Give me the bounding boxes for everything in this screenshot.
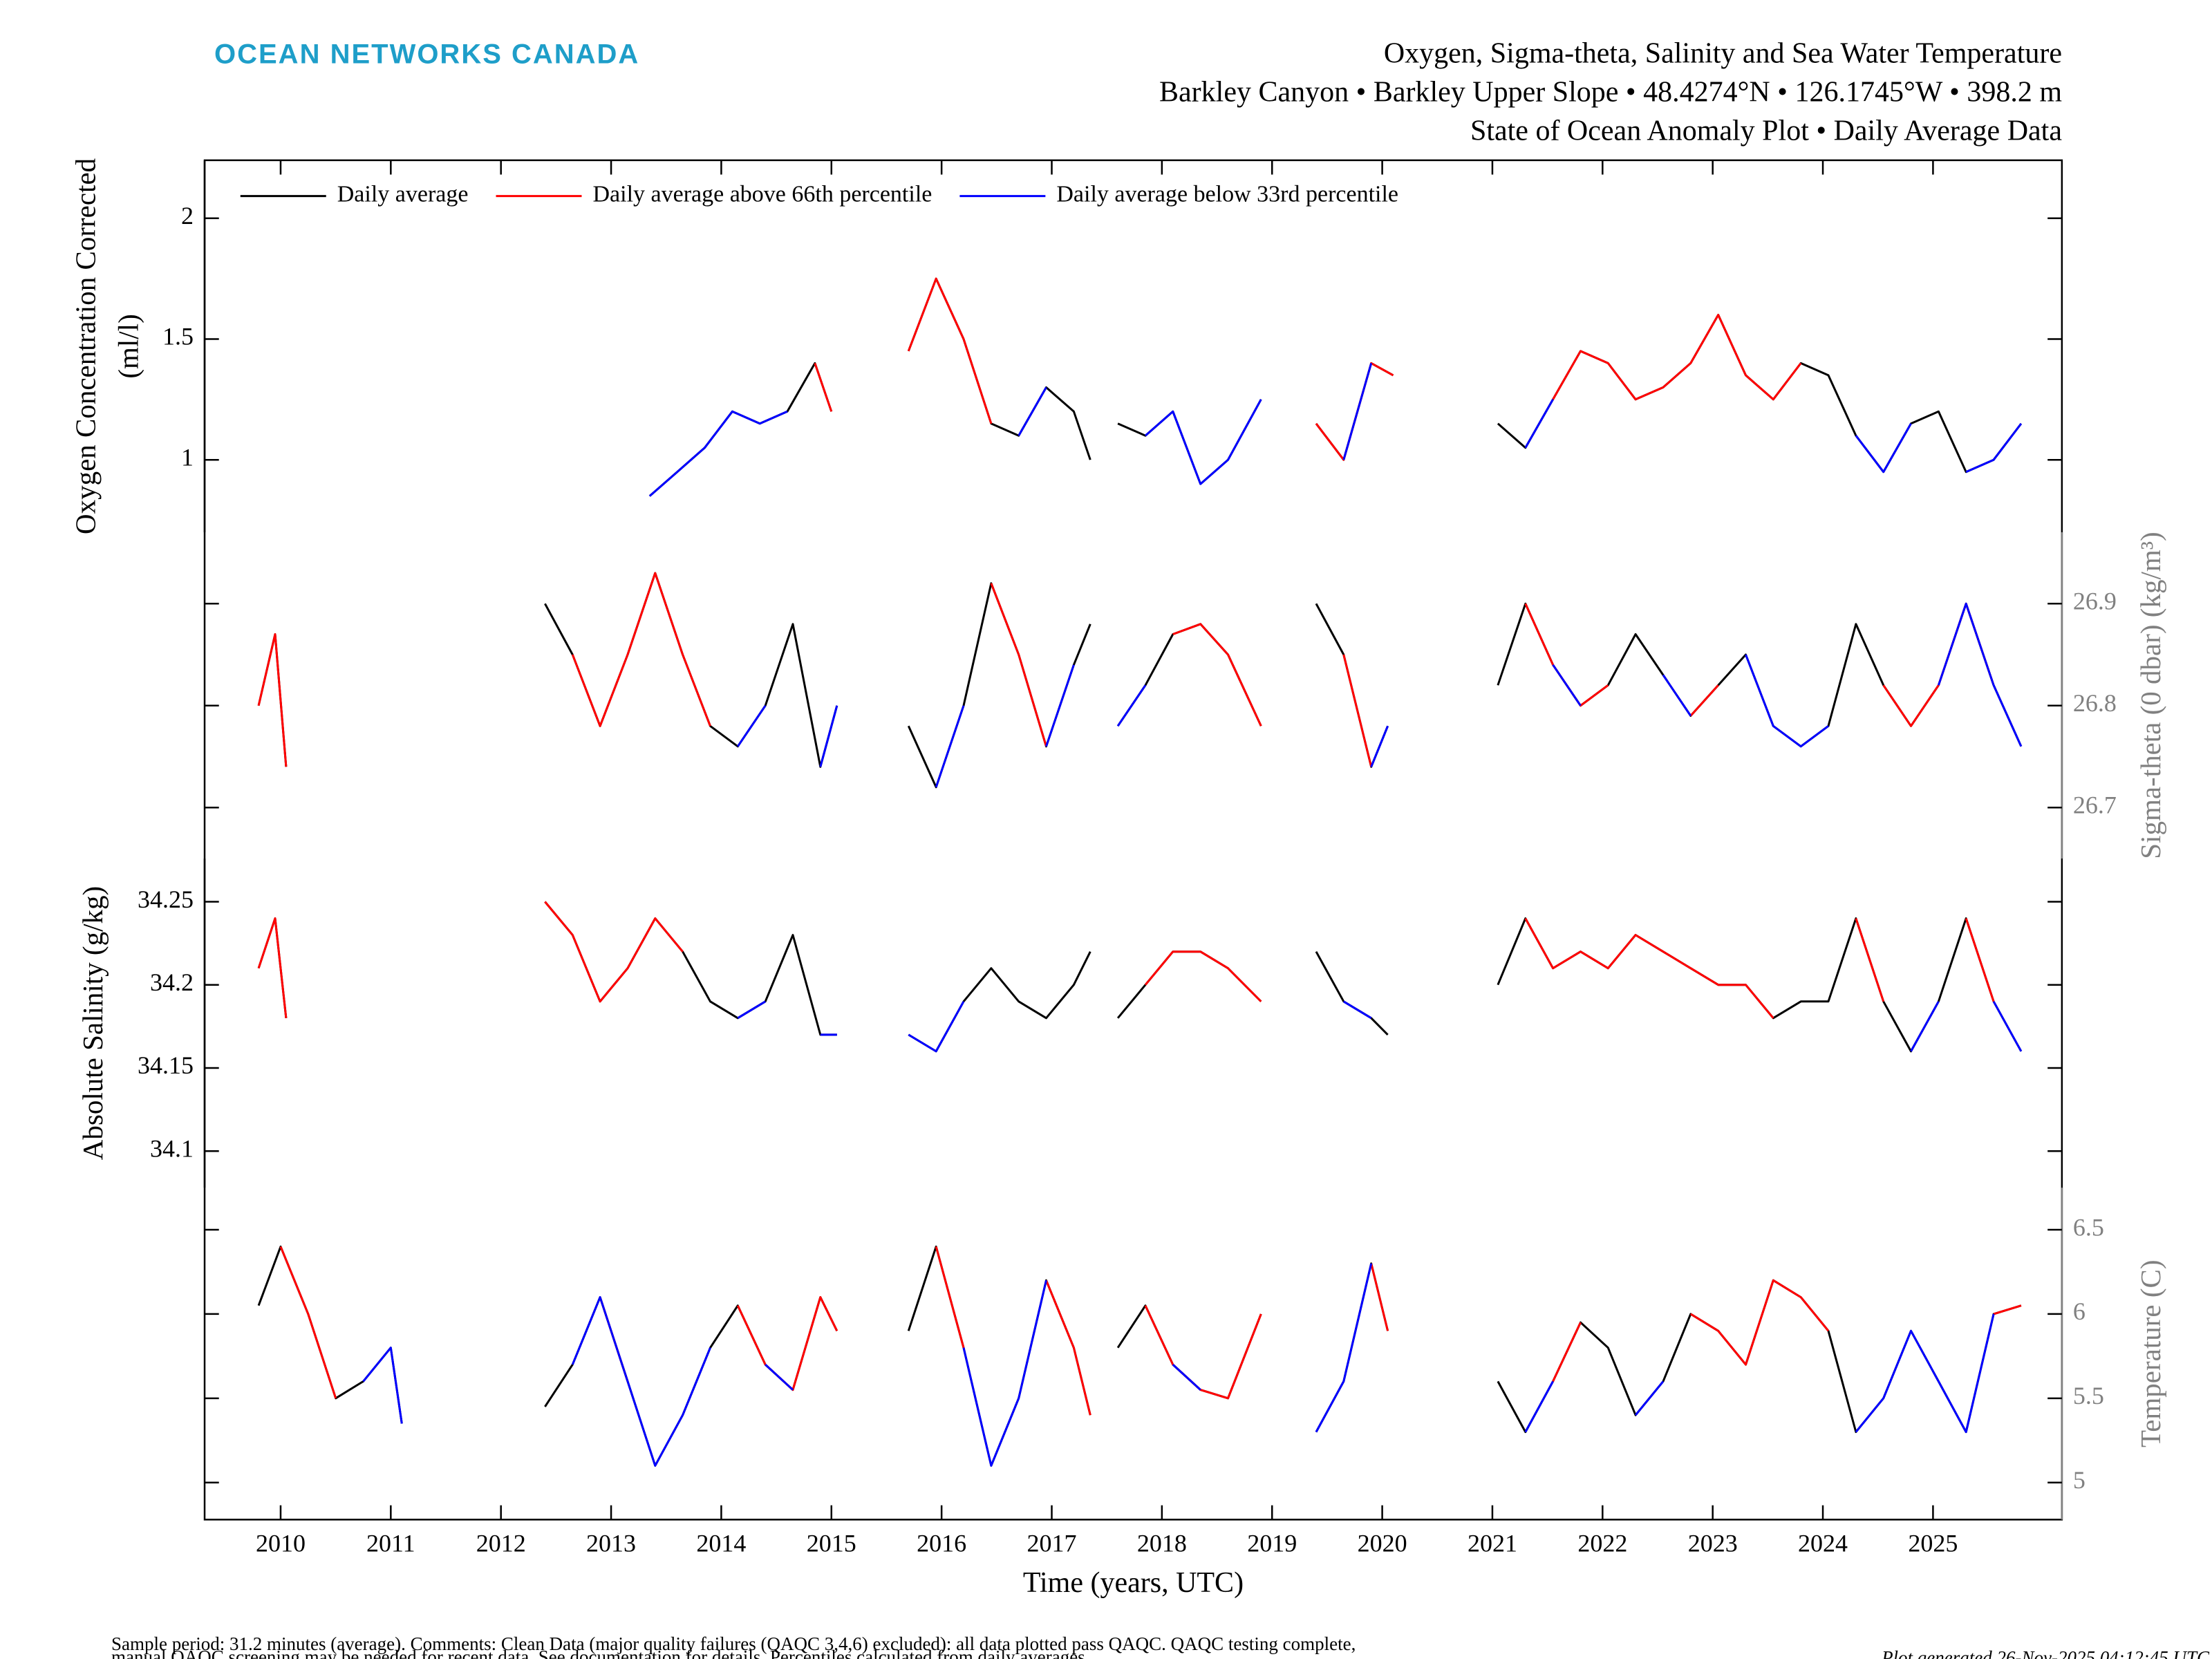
y-tick-label: 26.9 [2073, 588, 2117, 615]
y-tick-label: 6.5 [2073, 1213, 2104, 1241]
x-tick-label: 2021 [1468, 1530, 1517, 1557]
data-line [737, 602, 2023, 788]
x-tick-label: 2016 [917, 1530, 966, 1557]
footer-note: Sample period: 31.2 minutes (average). C… [111, 1633, 1356, 1654]
y-tick-label: 2 [181, 202, 194, 229]
y-axis-label: Sigma-theta (0 dbar) (kg/m³) [2135, 532, 2166, 859]
y-tick-label: 1 [181, 443, 194, 471]
y-tick-label: 34.2 [150, 968, 194, 996]
x-tick-label: 2020 [1358, 1530, 1407, 1557]
y-tick-label: 34.15 [138, 1051, 194, 1079]
y-axis-label: Absolute Salinity (g/kg) [77, 886, 109, 1160]
x-tick-label: 2013 [586, 1530, 636, 1557]
y-tick-label: 34.25 [138, 885, 194, 913]
x-axis-label: Time (years, UTC) [1023, 1567, 1244, 1599]
legend-label: Daily average [337, 181, 469, 207]
x-tick-label: 2023 [1688, 1530, 1738, 1557]
data-line [737, 1000, 2023, 1053]
data-line [648, 362, 2023, 497]
x-tick-label: 2014 [696, 1530, 746, 1557]
x-tick-label: 2017 [1027, 1530, 1077, 1557]
x-tick-label: 2010 [256, 1530, 306, 1557]
x-tick-label: 2018 [1137, 1530, 1187, 1557]
y-tick-label: 6 [2073, 1297, 2086, 1325]
legend-label: Daily average above 66th percentile [592, 181, 932, 207]
x-tick-label: 2012 [476, 1530, 526, 1557]
chart-subtitle: Barkley Canyon • Barkley Upper Slope • 4… [1159, 77, 2062, 109]
generated-note: Plot generated 26-Nov-2025 04:12:45 UTC [1881, 1647, 2210, 1659]
chart-title: Oxygen, Sigma-theta, Salinity and Sea Wa… [1384, 38, 2062, 70]
data-line [362, 1263, 1995, 1467]
y-axis-label: Temperature (C) [2135, 1259, 2166, 1447]
y-tick-label: 26.8 [2073, 689, 2117, 717]
x-tick-label: 2022 [1577, 1530, 1627, 1557]
x-tick-label: 2025 [1908, 1530, 1958, 1557]
x-tick-label: 2011 [366, 1530, 415, 1557]
y-tick-label: 5 [2073, 1466, 2086, 1494]
x-tick-label: 2024 [1798, 1530, 1848, 1557]
data-line [257, 901, 1995, 1019]
x-tick-label: 2019 [1247, 1530, 1297, 1557]
legend-label: Daily average below 33rd percentile [1056, 181, 1398, 207]
y-axis-label: Oxygen Concentration Corrected [70, 158, 102, 534]
y-tick-label: 34.1 [150, 1134, 194, 1162]
brand: OCEAN NETWORKS CANADA [214, 39, 639, 70]
data-line [814, 277, 1802, 461]
footer-note: manual QAQC screening may be needed for … [111, 1647, 1089, 1659]
y-tick-label: 1.5 [162, 323, 194, 350]
chart-subtitle: State of Ocean Anomaly Plot • Daily Aver… [1470, 115, 2062, 147]
y-tick-label: 5.5 [2073, 1382, 2104, 1409]
y-axis-label: (ml/l) [113, 314, 144, 378]
y-tick-label: 26.7 [2073, 791, 2117, 819]
x-tick-label: 2015 [807, 1530, 856, 1557]
